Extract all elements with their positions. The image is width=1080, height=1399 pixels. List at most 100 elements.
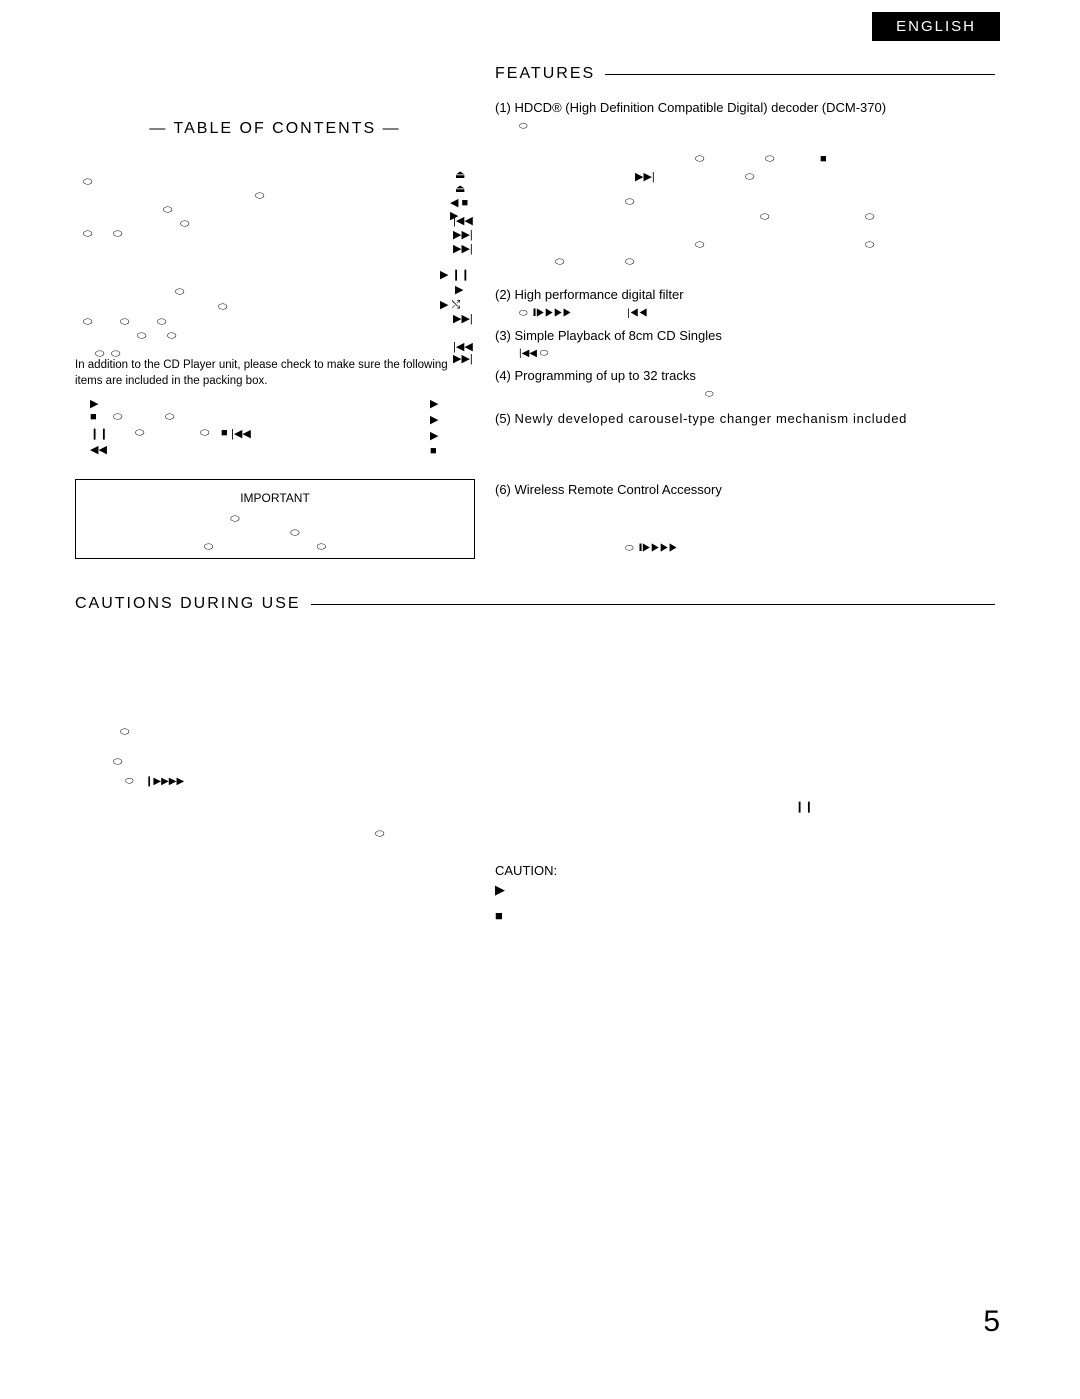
skip-back-icon: |◀◀ bbox=[453, 214, 473, 227]
cautions-body: ⬭ ⬭ ⬭ ❙▶▶▶▶ ⬭ ❙❙ CAUTION: ▶ ■ bbox=[75, 628, 995, 908]
toc-icon-grid-2: ▶ ■ ⬭ ⬭ ❙❙ ⬭ ⬭ ■ |◀◀ ◀◀ ▶ ▶ ▶ ■ bbox=[75, 397, 475, 467]
feature-num: (4) bbox=[495, 366, 511, 387]
disc-icon: ⬭ bbox=[695, 151, 704, 169]
feature-text: Simple Playback of 8cm CD Singles bbox=[515, 328, 722, 343]
feature-num: (3) bbox=[495, 326, 511, 347]
feature-item-6: (6) Wireless Remote Control Accessory bbox=[495, 480, 995, 501]
eject-icon: ⏏ bbox=[455, 168, 465, 181]
eject-icon: ⏏ bbox=[455, 182, 465, 195]
disc-icon: ⬭ bbox=[865, 237, 874, 255]
toc-icon-grid: ⬭ ⏏ ⏏ ⬭ ◀ ■ ▶ ⬭ ⬭ |◀◀ ⬭ ⬭ ▶▶| ▶▶| ⬭ ▶ ❙❙… bbox=[75, 168, 475, 348]
disc-icon: ⬭ bbox=[135, 427, 144, 440]
feature-item-1: (1) HDCD® (High Definition Compatible Di… bbox=[495, 98, 995, 135]
disc-icon: ⬭ bbox=[745, 169, 754, 187]
features-title-row: FEATURES bbox=[495, 65, 995, 83]
disc-icon: ⬭ bbox=[113, 756, 122, 769]
disc-icon: ⬭ bbox=[120, 316, 129, 329]
play-icon: ▶ bbox=[430, 413, 438, 426]
disc-icon: ⬭ bbox=[175, 286, 184, 299]
skip-fwd-icon: ▶▶| bbox=[635, 169, 655, 187]
feature-text: High performance digital filter bbox=[515, 287, 684, 302]
feature-text: Wireless Remote Control Accessory bbox=[515, 482, 722, 497]
disc-icon: ⬭ bbox=[125, 776, 134, 787]
important-heading: IMPORTANT bbox=[88, 488, 462, 508]
skip-fwd-icon: ▶▶| bbox=[453, 312, 473, 325]
disc-icon: ⬭ bbox=[83, 316, 92, 329]
disc-icon: ⬭ bbox=[165, 411, 174, 424]
disc-icon: ⬭ bbox=[519, 308, 528, 319]
square-icon: ■ bbox=[90, 411, 97, 423]
disc-icon: ⬭ bbox=[625, 543, 634, 554]
pause-icon: ❙❙ bbox=[795, 800, 813, 813]
square-icon: ■ bbox=[820, 151, 827, 169]
feature-item-2: (2) High performance digital filter ⬭ ❙▶… bbox=[495, 285, 995, 322]
important-box: IMPORTANT ⬭ ⬭ ⬭ ⬭ bbox=[75, 479, 475, 559]
disc-icon: ⬭ bbox=[555, 254, 564, 272]
feature-icon-grid: ⬭ ⬭ ■ ▶▶| ⬭ ⬭ ⬭ ⬭ ⬭ ⬭ ⬭ ⬭ bbox=[495, 139, 995, 279]
forward-icon: ❙▶▶▶▶ bbox=[639, 543, 677, 554]
cautions-title-row: CAUTIONS DURING USE bbox=[75, 595, 995, 613]
cautions-title: CAUTIONS DURING USE bbox=[75, 595, 301, 613]
divider bbox=[605, 74, 995, 75]
disc-icon: ⬭ bbox=[95, 348, 104, 361]
play-icon: ▶ bbox=[430, 397, 438, 410]
forward-icon: ❙▶▶▶▶ bbox=[145, 776, 184, 787]
disc-icon: ⬭ bbox=[163, 204, 172, 217]
language-badge: ENGLISH bbox=[872, 12, 1000, 41]
feature-num: (6) bbox=[495, 480, 511, 501]
feature-text: Programming of up to 32 tracks bbox=[515, 368, 696, 383]
disc-icon: ⬭ bbox=[83, 176, 92, 189]
skip-fwd-icon: ▶▶| bbox=[453, 352, 473, 365]
play-pause-icon: ▶ ❙❙ bbox=[440, 268, 470, 281]
skip-fwd-icon: ▶▶| bbox=[453, 242, 473, 255]
disc-icon: ⬭ bbox=[83, 228, 92, 241]
disc-icon: ⬭ bbox=[120, 726, 129, 739]
pause-icon: ❙❙ bbox=[90, 427, 108, 440]
play-icon: ▶ ⤭ bbox=[440, 298, 460, 312]
play-icon: ▶ bbox=[430, 429, 438, 442]
disc-icon: ⬭ bbox=[765, 151, 774, 169]
play-icon: ▶ bbox=[455, 283, 463, 296]
disc-icon: ⬭ bbox=[111, 348, 120, 361]
disc-icon: ⬭ bbox=[218, 301, 227, 314]
toc-section: — TABLE OF CONTENTS — ⬭ ⏏ ⏏ ⬭ ◀ ■ ▶ ⬭ ⬭ … bbox=[75, 120, 475, 559]
skip-fwd-icon: ▶▶| bbox=[453, 228, 473, 241]
play-icon: ▶ bbox=[90, 397, 98, 410]
square-icon: ■ bbox=[430, 445, 437, 457]
disc-icon: ⬭ bbox=[157, 316, 166, 329]
feature-item-4: (4) Programming of up to 32 tracks ⬭ bbox=[495, 366, 995, 403]
disc-icon: ⬭ bbox=[317, 541, 326, 553]
disc-icon: ⬭ bbox=[200, 427, 209, 440]
feature-item-5: (5) Newly developed carousel-type change… bbox=[495, 409, 995, 430]
skip-back-icon: |◀◀ bbox=[627, 308, 647, 319]
forward-icon: ❙▶▶▶▶ bbox=[533, 308, 571, 319]
disc-icon: ⬭ bbox=[230, 513, 239, 525]
disc-icon: ⬭ bbox=[180, 218, 189, 231]
feature-item-3: (3) Simple Playback of 8cm CD Singles |◀… bbox=[495, 326, 995, 363]
feature-num: (2) bbox=[495, 285, 511, 306]
caution-text: CAUTION: bbox=[495, 863, 557, 878]
features-section: FEATURES (1) HDCD® (High Definition Comp… bbox=[495, 65, 995, 561]
disc-icon: ⬭ bbox=[625, 194, 634, 212]
disc-icon: ⬭ bbox=[519, 121, 528, 132]
disc-icon: ⬭ bbox=[760, 209, 769, 227]
disc-icon: ⬭ bbox=[113, 228, 122, 241]
feature-num: (1) bbox=[495, 98, 511, 119]
disc-icon: ⬭ bbox=[540, 348, 549, 359]
play-icon: ▶ bbox=[495, 882, 505, 897]
divider bbox=[311, 604, 995, 605]
disc-icon: ⬭ bbox=[625, 254, 634, 272]
feature-text: Newly developed carousel-type changer me… bbox=[515, 411, 908, 426]
disc-icon: ⬭ bbox=[865, 209, 874, 227]
caution-label: CAUTION: ▶ ■ bbox=[495, 863, 557, 923]
feature-text: HDCD® (High Definition Compatible Digita… bbox=[515, 100, 887, 115]
disc-icon: ⬭ bbox=[255, 190, 264, 203]
feature-list: (1) HDCD® (High Definition Compatible Di… bbox=[495, 98, 995, 557]
square-icon: ■ bbox=[221, 427, 228, 439]
features-title: FEATURES bbox=[495, 65, 595, 83]
skip-back-icon: |◀◀ bbox=[231, 427, 251, 440]
skip-back-icon: |◀◀ bbox=[519, 348, 537, 359]
disc-icon: ⬭ bbox=[695, 237, 704, 255]
toc-note: In addition to the CD Player unit, pleas… bbox=[75, 358, 475, 389]
cautions-section: CAUTIONS DURING USE ⬭ ⬭ ⬭ ❙▶▶▶▶ ⬭ ❙❙ CAU… bbox=[75, 595, 995, 908]
